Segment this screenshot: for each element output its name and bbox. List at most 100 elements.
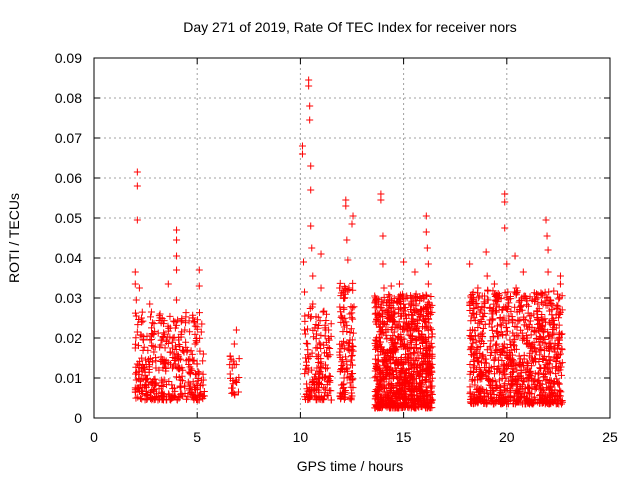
data-point [486,344,494,352]
data-point [426,324,434,332]
data-point [488,316,496,324]
data-point [307,186,315,194]
data-point [501,366,509,374]
data-point [502,387,510,395]
data-point [374,364,382,372]
data-point [420,317,428,325]
data-point [324,353,332,361]
data-point [468,312,476,320]
data-point [389,343,397,351]
data-point [467,333,475,341]
data-point [174,316,182,324]
data-point [478,292,486,300]
chart-title: Day 271 of 2019, Rate Of TEC Index for r… [183,19,517,35]
data-point [530,339,538,347]
data-point [423,244,431,252]
data-point [389,383,397,391]
data-point [173,396,181,404]
data-point [317,250,325,258]
plot-frame [93,57,611,419]
data-point [550,317,558,325]
data-point [466,306,474,314]
data-point [503,327,511,335]
data-point [537,298,545,306]
data-point [228,384,236,392]
data-point [315,339,323,347]
data-point [531,385,539,393]
data-point [536,320,544,328]
data-point [189,314,197,322]
data-point [422,404,430,412]
data-point [343,374,351,382]
data-point [133,328,141,336]
y-tick-label: 0.05 [55,210,82,226]
data-point [420,295,428,303]
data-point [395,293,403,301]
data-point [550,390,558,398]
data-point [466,383,474,391]
data-point [308,366,316,374]
data-point [173,226,181,234]
data-point [229,377,237,385]
data-point [408,364,416,372]
data-point [412,404,420,412]
data-point [517,302,525,310]
data-point [145,357,153,365]
data-point [389,304,397,312]
data-point [133,182,141,190]
data-point [309,300,317,308]
data-point [490,280,498,288]
data-point [381,308,389,316]
data-point [419,336,427,344]
data-point [185,317,193,325]
data-point [314,355,322,363]
data-point [415,316,423,324]
data-point [427,310,435,318]
data-point [545,296,553,304]
data-point [338,340,346,348]
data-point [393,297,401,305]
data-point [509,329,517,337]
data-point [555,340,563,348]
data-point [499,305,507,313]
data-point [523,375,531,383]
data-point [146,300,154,308]
data-point [345,284,353,292]
data-point [162,338,170,346]
data-point [377,304,385,312]
data-point [192,371,200,379]
axes: 0 0.01 0.02 0.03 0.04 0.05 0.06 0.07 0.08 0.09 0 5 1… [55,50,618,445]
data-point [135,284,143,292]
data-point [488,310,496,318]
data-point [327,396,335,404]
data-point [505,299,513,307]
data-point [323,391,331,399]
data-point [311,385,319,393]
data-point [401,380,409,388]
data-point [391,348,399,356]
data-point [474,303,482,311]
data-point [132,394,140,402]
data-point [393,375,401,383]
data-point [399,340,407,348]
data-point [140,343,148,351]
data-point [384,364,392,372]
data-point [312,321,320,329]
data-point [170,384,178,392]
data-point [495,368,503,376]
data-point [534,314,542,322]
data-point [553,344,561,352]
data-point [143,332,151,340]
data-point [546,320,554,328]
data-point [137,314,145,322]
data-point [428,396,436,404]
data-point [142,356,150,364]
data-point [312,344,320,352]
data-point [539,356,547,364]
data-point [518,329,526,337]
data-point [401,303,409,311]
data-point [489,315,497,323]
data-point [198,320,206,328]
data-point [338,356,346,364]
data-point [175,356,183,364]
